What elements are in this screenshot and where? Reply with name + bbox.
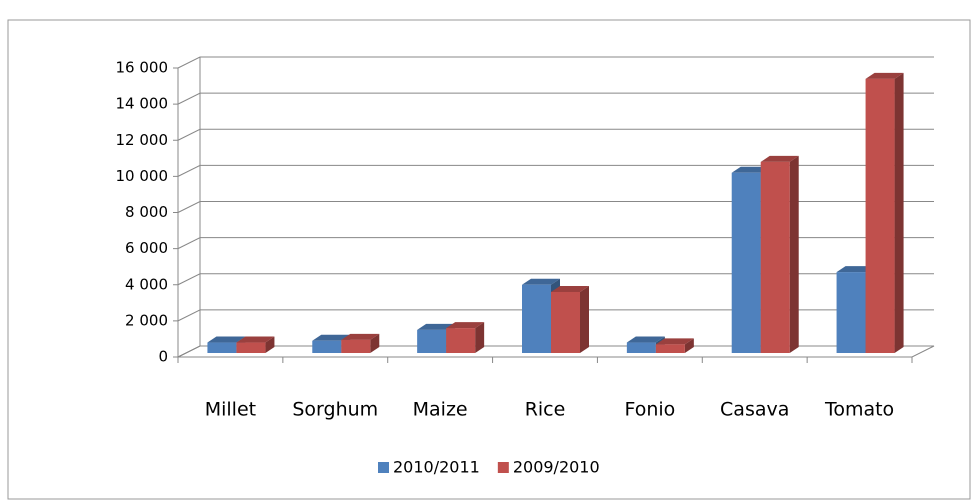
bar xyxy=(446,328,476,353)
bar-side xyxy=(580,285,589,353)
y-tick-label: 10 000 xyxy=(116,167,169,185)
y-tick-label: 4 000 xyxy=(125,275,168,293)
x-tick-label: Rice xyxy=(525,399,566,421)
bar xyxy=(731,172,761,353)
bar-top xyxy=(551,285,589,292)
y-tick-label: 0 xyxy=(158,348,168,366)
grid-line xyxy=(177,92,934,105)
y-tick-label: 12 000 xyxy=(116,131,169,149)
chart-border xyxy=(7,19,971,500)
bar-top xyxy=(446,322,485,329)
bar-side xyxy=(789,155,799,353)
y-tick-label: 2 000 xyxy=(125,311,168,329)
bar-top xyxy=(760,155,799,162)
x-tick-label: Maize xyxy=(413,399,468,421)
grid-line xyxy=(177,56,934,69)
bar-side xyxy=(684,338,694,353)
legend-label: 2009/2010 xyxy=(513,458,600,477)
bar xyxy=(417,329,447,353)
grid-line xyxy=(177,309,934,322)
bar-top xyxy=(731,166,770,173)
bar-top xyxy=(865,72,904,79)
bar-top xyxy=(312,334,351,341)
x-tick-label: Millet xyxy=(205,399,256,421)
bar-top xyxy=(626,336,665,343)
x-tick-label: Tomato xyxy=(824,399,894,421)
bar-side xyxy=(894,72,904,354)
y-tick-label: 6 000 xyxy=(125,239,168,257)
y-tick-label: 14 000 xyxy=(116,95,169,113)
bar xyxy=(626,342,656,353)
x-tick-label: Fonio xyxy=(624,399,675,421)
bar-top xyxy=(236,336,275,343)
bar xyxy=(551,291,580,353)
bar xyxy=(312,340,342,353)
legend-swatch xyxy=(497,462,509,473)
bar-top xyxy=(836,266,875,273)
grid-line xyxy=(177,273,934,286)
bar xyxy=(836,272,866,353)
bar xyxy=(236,342,266,353)
bar xyxy=(865,78,895,354)
bar-top xyxy=(207,336,246,343)
legend-label: 2010/2011 xyxy=(393,458,480,477)
legend-swatch xyxy=(378,462,389,473)
grid-line xyxy=(177,201,934,213)
bar-top xyxy=(522,278,560,285)
bar xyxy=(655,344,685,353)
bar-side xyxy=(475,322,485,353)
bar xyxy=(207,342,237,353)
bar xyxy=(522,284,551,353)
x-tick-label: Casava xyxy=(720,399,789,421)
x-tick-label: Sorghum xyxy=(292,399,378,421)
bar-top xyxy=(341,333,380,340)
bar-side xyxy=(370,333,380,353)
bar-side xyxy=(265,336,275,353)
bar-top xyxy=(417,323,456,330)
bar-top xyxy=(655,338,694,345)
y-tick-label: 8 000 xyxy=(125,203,168,221)
bar xyxy=(341,339,371,353)
grid-line xyxy=(177,128,934,141)
bar xyxy=(760,161,790,353)
grid-line xyxy=(177,164,934,177)
grid-line xyxy=(177,237,934,250)
y-tick-label: 16 000 xyxy=(116,59,169,77)
